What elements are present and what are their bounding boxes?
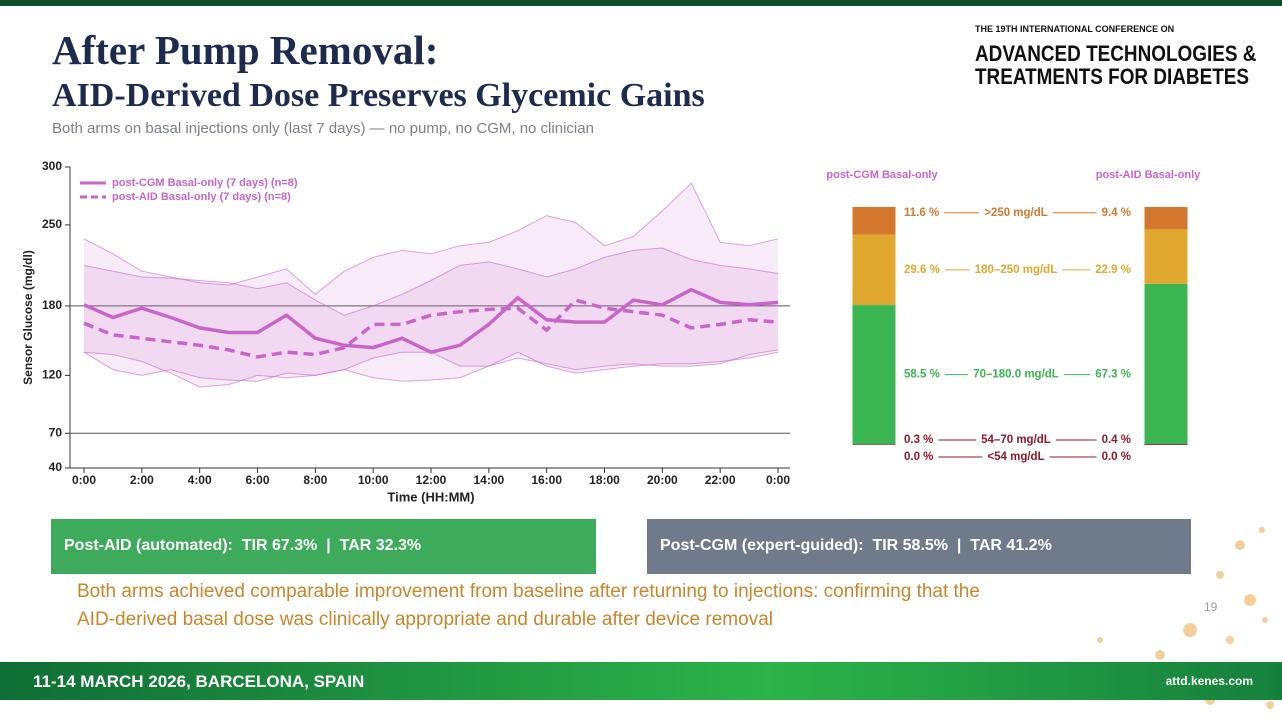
x-tick-label: 0:00 [72, 473, 96, 487]
x-tick-label: 8:00 [303, 473, 327, 487]
value-label: 0.4 % [1102, 434, 1131, 446]
x-tick-label: 14:00 [473, 473, 504, 487]
title: After Pump Removal: [52, 27, 439, 73]
x-tick-label: 18:00 [589, 473, 620, 487]
decor-dot [1216, 571, 1224, 579]
decor-dot [1259, 527, 1265, 533]
legend-label: post-CGM Basal-only (7 days) (n=8) [112, 177, 298, 189]
bar-segment [852, 305, 896, 445]
y-tick-label: 250 [42, 217, 62, 231]
note: Both arms achieved comparable improvemen… [77, 581, 980, 602]
category-label: post-AID Basal-only [1096, 169, 1201, 181]
y-tick-label: 40 [49, 460, 63, 474]
y-tick-label: 180 [42, 298, 62, 312]
range-label: >250 mg/dL [984, 207, 1048, 219]
summary-box: Post-AID (automated): TIR 67.3% | TAR 32… [51, 519, 596, 574]
summary-text: Post-AID (automated): TIR 67.3% | TAR 32… [64, 537, 422, 554]
value-label: 22.9 % [1095, 264, 1131, 276]
mean-line [83, 298, 779, 359]
x-tick-label: 2:00 [130, 473, 154, 487]
summary-text: Post-CGM (expert-guided): TIR 58.5% | TA… [660, 537, 1052, 554]
value-label: 29.6 % [904, 264, 940, 276]
footer-dates: 11-14 MARCH 2026, BARCELONA, SPAIN [33, 672, 365, 691]
range-label: 180–250 mg/dL [975, 264, 1057, 276]
band [84, 183, 778, 387]
range-label: 70–180.0 mg/dL [973, 369, 1059, 381]
bar-segment [1144, 444, 1188, 445]
band-upper [83, 247, 779, 316]
band-lower [83, 351, 779, 388]
page-number: 19 [1204, 600, 1218, 614]
decor-dot [1235, 540, 1245, 550]
note: AID-derived basal dose was clinically ap… [77, 609, 773, 630]
bar-segment [1144, 283, 1188, 445]
legend-label: post-AID Basal-only (7 days) (n=8) [112, 191, 291, 203]
value-label: 11.6 % [904, 207, 939, 219]
band [84, 248, 778, 382]
footer-band: 11-14 MARCH 2026, BARCELONA, SPAIN attd.… [0, 662, 1282, 700]
y-tick-label: 120 [42, 368, 62, 382]
x-tick-label: 4:00 [188, 473, 212, 487]
decor-dot [1244, 594, 1256, 606]
decor-dot [1097, 637, 1103, 643]
bar-segment [852, 234, 896, 306]
x-tick-label: 20:00 [647, 473, 678, 487]
x-tick-label: 16:00 [531, 473, 562, 487]
mean-line [83, 287, 779, 355]
x-tick-label: 0:00 [766, 473, 790, 487]
x-tick-label: 22:00 [705, 473, 736, 487]
x-tick-label: 12:00 [416, 473, 447, 487]
y-tick-label: 300 [42, 159, 62, 173]
title-line: AID-Derived Dose Preserves Glycemic Gain… [52, 77, 705, 114]
y-tick-label: 70 [49, 425, 63, 439]
caption: Both arms on basal injections only (last… [52, 120, 594, 137]
decor-dot [1155, 650, 1165, 660]
decor-dot [1266, 701, 1274, 709]
decor-dot [1262, 617, 1268, 623]
value-label: 67.3 % [1095, 369, 1131, 381]
x-tick-label: 6:00 [245, 473, 269, 487]
footer-url: attd.kenes.com [1165, 674, 1253, 688]
x-axis-label: Time (HH:MM) [387, 489, 474, 504]
band-upper [83, 182, 779, 295]
decor-dot [1183, 623, 1197, 637]
decor-dot [1226, 636, 1234, 644]
summary-box: Post-CGM (expert-guided): TIR 58.5% | TA… [647, 519, 1191, 574]
value-label: 0.0 % [1102, 451, 1131, 463]
range-label: 54–70 mg/dL [981, 434, 1051, 446]
value-label: 0.3 % [904, 434, 933, 446]
bar-segment [852, 444, 896, 445]
category-label: post-CGM Basal-only [826, 169, 938, 181]
bar-segment [1144, 229, 1188, 284]
conference-small: THE 19TH INTERNATIONAL CONFERENCE ON [975, 24, 1175, 34]
bar-segment [1144, 207, 1188, 230]
range-label: <54 mg/dL [987, 451, 1044, 463]
top-strip [0, 0, 1282, 6]
conference-name: ADVANCED TECHNOLOGIES & [975, 41, 1257, 66]
value-label: 0.0 % [904, 451, 933, 463]
y-axis-label: Sensor Glucose (mg/dl) [21, 250, 35, 385]
x-tick-label: 10:00 [358, 473, 389, 487]
value-label: 58.5 % [904, 369, 940, 381]
bar-segment [852, 207, 896, 235]
conference-name: TREATMENTS FOR DIABETES [975, 64, 1249, 89]
value-label: 9.4 % [1102, 207, 1131, 219]
